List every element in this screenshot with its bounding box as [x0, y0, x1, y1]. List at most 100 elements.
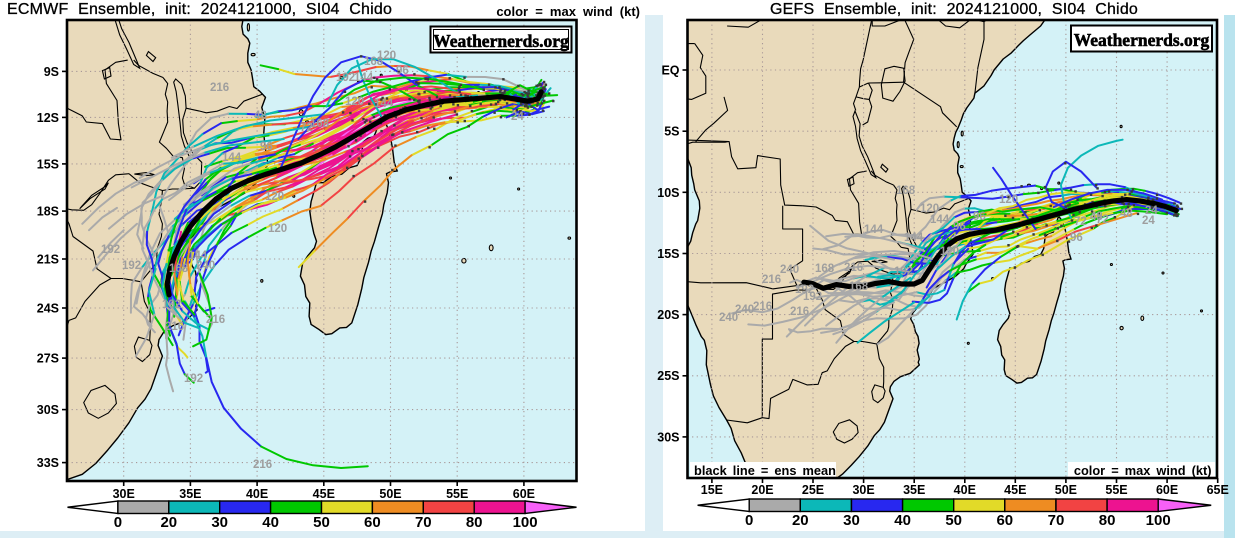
svg-text:192: 192 — [122, 260, 141, 272]
svg-text:0: 0 — [114, 514, 122, 531]
svg-text:40E: 40E — [954, 483, 976, 497]
svg-text:35E: 35E — [179, 487, 201, 501]
svg-text:192: 192 — [101, 244, 120, 256]
svg-text:96: 96 — [1070, 232, 1083, 244]
svg-text:40: 40 — [894, 512, 911, 529]
svg-text:48: 48 — [254, 110, 267, 122]
svg-text:40: 40 — [262, 514, 279, 531]
svg-text:black line = ens mean: black line = ens mean — [694, 463, 836, 478]
svg-text:48: 48 — [1120, 208, 1133, 220]
svg-text:168: 168 — [364, 56, 384, 68]
svg-text:120: 120 — [265, 191, 284, 203]
svg-text:144: 144 — [188, 250, 208, 262]
svg-text:216: 216 — [753, 301, 772, 313]
svg-text:15S: 15S — [657, 247, 679, 261]
svg-text:30E: 30E — [852, 483, 874, 497]
svg-text:240: 240 — [780, 264, 799, 276]
svg-text:55E: 55E — [1105, 483, 1127, 497]
svg-text:24S: 24S — [37, 302, 59, 316]
svg-text:192: 192 — [803, 291, 822, 303]
svg-text:24: 24 — [1145, 205, 1158, 217]
svg-text:168: 168 — [169, 263, 189, 275]
svg-text:96: 96 — [973, 211, 986, 223]
svg-text:120: 120 — [377, 50, 396, 62]
svg-text:144: 144 — [354, 72, 374, 84]
svg-text:color = max wind (kt): color = max wind (kt) — [1074, 463, 1212, 478]
svg-text:9S: 9S — [44, 65, 59, 79]
svg-text:120: 120 — [940, 246, 959, 258]
svg-text:96: 96 — [953, 221, 966, 233]
svg-text:45E: 45E — [313, 487, 335, 501]
svg-text:72: 72 — [1074, 216, 1087, 228]
svg-text:20E: 20E — [751, 483, 773, 497]
svg-text:20S: 20S — [657, 308, 679, 322]
svg-text:216: 216 — [210, 82, 229, 94]
svg-text:30S: 30S — [657, 430, 679, 444]
svg-text:50: 50 — [945, 512, 962, 529]
svg-text:65E: 65E — [1207, 483, 1229, 497]
svg-text:20: 20 — [160, 514, 177, 531]
svg-text:120: 120 — [345, 96, 364, 108]
svg-text:216: 216 — [206, 314, 225, 326]
svg-text:21S: 21S — [37, 253, 59, 267]
svg-text:168: 168 — [310, 118, 330, 130]
svg-text:Weathernerds.org: Weathernerds.org — [1074, 30, 1210, 50]
svg-text:192: 192 — [795, 284, 814, 296]
svg-text:48: 48 — [1090, 211, 1103, 223]
svg-text:168: 168 — [815, 263, 835, 275]
svg-text:12S: 12S — [37, 111, 59, 125]
svg-text:120: 120 — [268, 223, 287, 235]
svg-text:216: 216 — [762, 274, 781, 286]
svg-text:192: 192 — [336, 72, 355, 84]
svg-text:15S: 15S — [37, 157, 59, 171]
svg-text:216: 216 — [253, 459, 272, 471]
svg-text:EQ: EQ — [661, 64, 679, 78]
svg-text:50: 50 — [313, 514, 330, 531]
svg-text:144: 144 — [930, 214, 950, 226]
svg-text:216: 216 — [165, 321, 184, 333]
svg-text:70: 70 — [1048, 512, 1065, 529]
svg-text:192: 192 — [184, 373, 203, 385]
svg-text:72: 72 — [1096, 214, 1109, 226]
svg-text:72: 72 — [300, 122, 313, 134]
svg-text:60E: 60E — [513, 487, 535, 501]
svg-text:50E: 50E — [379, 487, 401, 501]
svg-text:24: 24 — [511, 111, 524, 123]
svg-text:144: 144 — [904, 232, 924, 244]
svg-text:45E: 45E — [1004, 483, 1026, 497]
svg-text:18S: 18S — [37, 205, 59, 219]
svg-text:15E: 15E — [701, 483, 723, 497]
svg-text:20: 20 — [792, 512, 809, 529]
svg-text:240: 240 — [196, 260, 215, 272]
svg-text:100: 100 — [513, 514, 538, 531]
svg-text:60E: 60E — [1156, 483, 1178, 497]
svg-text:96: 96 — [260, 141, 273, 153]
svg-text:30: 30 — [843, 512, 860, 529]
svg-text:24: 24 — [1142, 215, 1155, 227]
svg-text:30S: 30S — [37, 403, 59, 417]
svg-text:192: 192 — [894, 266, 913, 278]
svg-text:192: 192 — [162, 299, 181, 311]
svg-text:25S: 25S — [657, 369, 679, 383]
svg-text:80: 80 — [466, 514, 483, 531]
svg-text:30: 30 — [211, 514, 228, 531]
svg-text:ECMWF Ensemble, init: 20241210: ECMWF Ensemble, init: 2024121000, SI04 C… — [7, 1, 392, 18]
svg-text:33S: 33S — [37, 456, 59, 470]
svg-text:40E: 40E — [246, 487, 268, 501]
svg-text:120: 120 — [999, 194, 1018, 206]
svg-text:168: 168 — [896, 185, 916, 197]
svg-text:240: 240 — [735, 304, 754, 316]
svg-text:50E: 50E — [1055, 483, 1077, 497]
svg-text:25E: 25E — [802, 483, 824, 497]
svg-text:55E: 55E — [446, 487, 468, 501]
svg-text:144: 144 — [374, 98, 394, 110]
svg-text:100: 100 — [1146, 512, 1171, 529]
svg-text:144: 144 — [222, 152, 242, 164]
svg-text:color = max wind (kt): color = max wind (kt) — [496, 4, 640, 19]
svg-text:GEFS Ensemble, init: 202412100: GEFS Ensemble, init: 2024121000, SI04 Ch… — [770, 1, 1138, 18]
svg-text:144: 144 — [864, 224, 884, 236]
svg-text:27S: 27S — [37, 352, 59, 366]
svg-text:80: 80 — [1099, 512, 1116, 529]
svg-text:96: 96 — [396, 65, 409, 77]
svg-text:216: 216 — [790, 306, 809, 318]
